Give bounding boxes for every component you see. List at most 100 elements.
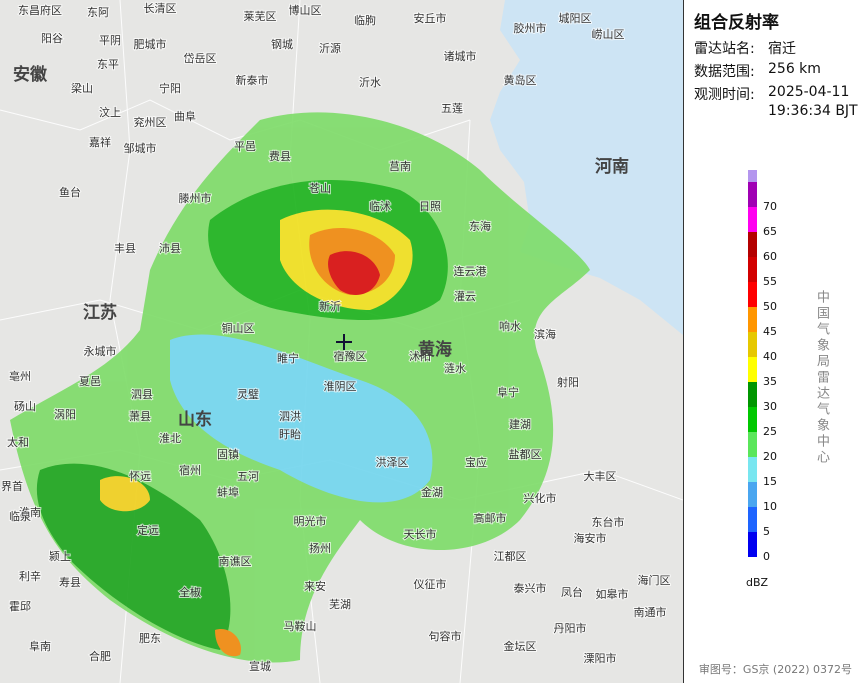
place-label: 涡阳 — [54, 408, 76, 421]
info-panel: 组合反射率 雷达站名: 宿迁 数据范围: 256 km 观测时间: 2025-0… — [683, 0, 860, 683]
place-label: 句容市 — [429, 629, 462, 643]
place-label: 建湖 — [509, 417, 531, 431]
legend-label: 70 — [763, 200, 777, 213]
place-label: 崂山区 — [592, 28, 625, 41]
region-label: 黄海 — [418, 339, 452, 360]
legend-label: 35 — [763, 375, 777, 388]
place-label: 鱼台 — [59, 185, 81, 199]
place-label: 马鞍山 — [284, 619, 317, 633]
place-label: 沛县 — [159, 241, 181, 255]
legend-label: 50 — [763, 300, 777, 313]
legend-unit: dBZ — [746, 576, 769, 589]
place-label: 大丰区 — [584, 469, 617, 483]
place-label: 岱岳区 — [184, 51, 217, 65]
place-label: 安丘市 — [414, 11, 447, 25]
legend-swatch — [748, 182, 757, 207]
place-label: 丰县 — [114, 242, 136, 255]
station: 宿迁 — [768, 41, 796, 57]
place-label: 日照 — [419, 200, 441, 213]
place-label: 沂源 — [319, 41, 341, 55]
place-label: 射阳 — [557, 375, 579, 389]
place-label: 涟水 — [444, 361, 466, 375]
region-label: 山东 — [178, 409, 212, 430]
legend-swatch — [748, 257, 757, 282]
region-label: 江苏 — [83, 302, 117, 323]
place-label: 淮北 — [159, 432, 181, 445]
place-label: 新泰市 — [236, 73, 269, 87]
place-label: 梁山 — [71, 81, 93, 95]
place-label: 阳谷 — [41, 32, 63, 45]
legend: 0 5 10 15 20 25 30 35 40 45 50 55 60 65 70 dBZ — [746, 170, 777, 589]
place-label: 太和 — [7, 436, 29, 449]
echo-green — [36, 463, 231, 650]
place-label: 滨海 — [534, 327, 556, 341]
place-label: 钢城 — [271, 38, 293, 51]
range: 256 km — [768, 61, 821, 77]
place-label: 临沭 — [369, 199, 391, 213]
legend-label: 30 — [763, 400, 777, 413]
place-label: 东海 — [469, 219, 491, 233]
place-label: 莒南 — [389, 160, 411, 173]
place-label: 盐都区 — [509, 448, 542, 461]
place-label: 泗县 — [131, 388, 153, 401]
place-label: 霍邱 — [9, 600, 31, 613]
place-label: 新沂 — [319, 299, 341, 313]
place-label: 蚌埠 — [217, 485, 239, 499]
legend-label: 5 — [763, 525, 770, 538]
place-label: 萧县 — [129, 410, 151, 423]
place-label: 全椒 — [179, 585, 201, 599]
region-label: 河南 — [595, 156, 629, 177]
echo-red — [328, 251, 380, 295]
footer: 审图号：GS京 (2022) 0372号 — [698, 663, 852, 676]
place-label: 夏邑 — [79, 375, 101, 388]
place-label: 曲阜 — [174, 110, 196, 123]
place-label: 来安 — [304, 579, 326, 593]
place-label: 诸城市 — [444, 49, 477, 63]
place-label: 淮阴区 — [324, 380, 357, 393]
place-label: 海安市 — [574, 531, 607, 545]
place-label: 定远 — [137, 523, 159, 537]
place-label: 沂水 — [359, 76, 381, 89]
place-label: 平阴 — [99, 34, 121, 47]
place-label: 东台市 — [592, 515, 625, 529]
date: 2025-04-11 — [768, 84, 850, 100]
legend-label: 20 — [763, 450, 777, 463]
place-label: 滕州市 — [179, 191, 212, 205]
place-label: 平邑 — [234, 140, 256, 153]
legend-swatch — [748, 232, 757, 257]
place-label: 怀远 — [129, 470, 151, 483]
legend-label: 55 — [763, 275, 777, 288]
place-label: 江都区 — [494, 550, 527, 563]
place-label: 明光市 — [294, 514, 327, 528]
station-label: 雷达站名: — [694, 41, 755, 57]
place-label: 金坛区 — [504, 639, 537, 653]
place-label: 宣城 — [249, 659, 271, 673]
place-label: 扬州 — [309, 541, 331, 555]
place-label: 临泉 — [9, 509, 31, 523]
legend-swatch — [748, 170, 757, 182]
place-label: 嘉祥 — [89, 135, 111, 149]
credit: 中国气象局雷达气象中心 — [814, 290, 829, 466]
legend-label: 10 — [763, 500, 777, 513]
place-label: 兴化市 — [524, 491, 557, 505]
legend-swatch — [748, 407, 757, 432]
legend-label: 0 — [763, 550, 770, 563]
legend-swatch — [748, 382, 757, 407]
place-label: 芜湖 — [329, 597, 351, 611]
radar-echo — [10, 112, 590, 663]
place-label: 五莲 — [441, 102, 463, 115]
legend-label: 25 — [763, 425, 777, 438]
place-label: 兖州区 — [134, 115, 167, 129]
place-label: 泗洪 — [279, 409, 301, 423]
place-label: 响水 — [499, 320, 521, 333]
place-label: 泰兴市 — [514, 581, 547, 595]
place-label: 连云港 — [454, 265, 487, 278]
place-label: 淮南 — [19, 506, 41, 519]
place-label: 海门区 — [638, 573, 671, 587]
place-label: 城阳区 — [559, 12, 592, 25]
legend-label: 40 — [763, 350, 777, 363]
place-label: 东平 — [97, 58, 119, 71]
legend-swatch — [748, 457, 757, 482]
place-label: 如皋市 — [596, 587, 629, 601]
